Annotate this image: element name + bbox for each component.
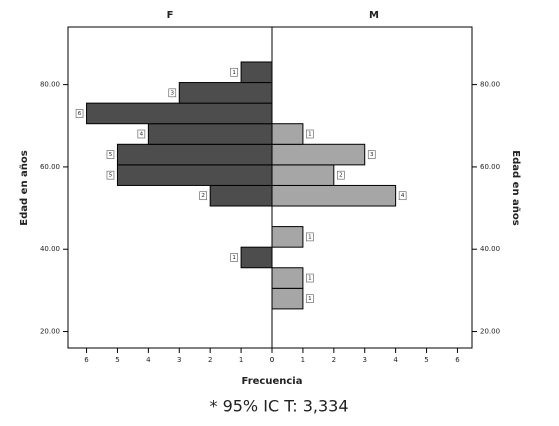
value-label-box bbox=[337, 170, 345, 180]
value-label-box bbox=[306, 232, 314, 242]
x-tick-label: 4 bbox=[393, 356, 398, 364]
bar bbox=[240, 246, 273, 269]
bar bbox=[271, 184, 397, 207]
y-axis-label-right: Edad en años bbox=[510, 150, 521, 225]
x-tick-label: 5 bbox=[424, 356, 428, 364]
footnote: * 95% IC T: 3,334 bbox=[209, 397, 348, 416]
value-label: 3 bbox=[370, 152, 374, 158]
value-label-box bbox=[106, 150, 115, 159]
value-label: 5 bbox=[109, 173, 113, 179]
x-tick-label: 2 bbox=[208, 356, 212, 364]
value-label: 1 bbox=[232, 255, 236, 261]
x-axis-label: Frecuencia bbox=[242, 376, 303, 387]
value-label-box bbox=[75, 109, 84, 118]
bar bbox=[271, 123, 304, 145]
value-label: 1 bbox=[308, 234, 312, 240]
value-label: 1 bbox=[308, 296, 312, 302]
value-label-box bbox=[106, 170, 115, 180]
y-tick-label: 60.00 bbox=[40, 163, 60, 171]
value-label-box bbox=[367, 150, 376, 159]
value-label-box bbox=[168, 88, 177, 98]
x-tick-label: 6 bbox=[455, 356, 460, 364]
y-tick-label-right: 60.00 bbox=[480, 163, 500, 171]
y-tick-label-right: 80.00 bbox=[480, 81, 500, 89]
value-label: 1 bbox=[232, 70, 236, 76]
bar bbox=[271, 287, 304, 310]
bar bbox=[86, 102, 273, 125]
value-label-box bbox=[137, 129, 146, 139]
x-tick-label: 4 bbox=[146, 356, 151, 364]
bar bbox=[209, 184, 273, 207]
x-tick-label: 1 bbox=[301, 356, 305, 364]
x-tick-label: 2 bbox=[332, 356, 336, 364]
value-label: 5 bbox=[109, 152, 113, 158]
x-tick-label: 0 bbox=[270, 356, 274, 364]
bar bbox=[178, 82, 273, 104]
x-tick-label: 3 bbox=[362, 356, 366, 364]
value-label-box bbox=[306, 273, 314, 283]
x-tick-label: 6 bbox=[84, 356, 89, 364]
y-tick-label-right: 20.00 bbox=[480, 328, 500, 336]
bar bbox=[240, 61, 273, 84]
bar bbox=[271, 267, 304, 289]
value-label-box bbox=[199, 191, 207, 201]
y-tick-label-right: 40.00 bbox=[480, 245, 500, 253]
bar bbox=[271, 143, 366, 166]
y-tick-label: 40.00 bbox=[40, 245, 60, 253]
value-label-box bbox=[230, 253, 238, 262]
y-tick-label: 20.00 bbox=[40, 328, 60, 336]
value-label: 6 bbox=[78, 111, 82, 117]
value-label: 2 bbox=[201, 193, 205, 199]
value-label: 1 bbox=[308, 276, 312, 282]
bar bbox=[147, 123, 273, 145]
x-tick-label: 5 bbox=[115, 356, 119, 364]
value-label-box bbox=[306, 129, 314, 139]
panel-title: F bbox=[167, 10, 174, 21]
value-label: 2 bbox=[339, 173, 343, 179]
value-label-box bbox=[306, 294, 314, 303]
bar bbox=[116, 143, 273, 166]
value-label: 4 bbox=[401, 193, 405, 199]
x-tick-label: 0 bbox=[270, 356, 274, 364]
y-axis-label: Edad en años bbox=[19, 150, 30, 225]
bar bbox=[271, 164, 335, 186]
value-label: 4 bbox=[140, 132, 144, 138]
x-tick-label: 1 bbox=[239, 356, 243, 364]
plot-frame bbox=[67, 26, 473, 349]
y-tick-label: 80.00 bbox=[40, 81, 60, 89]
value-label-box bbox=[398, 191, 407, 201]
value-label: 3 bbox=[171, 90, 175, 96]
x-tick-label: 3 bbox=[177, 356, 181, 364]
panel-title: M bbox=[369, 10, 379, 21]
bar bbox=[116, 164, 273, 186]
value-label-box bbox=[230, 67, 238, 77]
value-label: 1 bbox=[308, 132, 312, 138]
bar bbox=[271, 226, 304, 248]
